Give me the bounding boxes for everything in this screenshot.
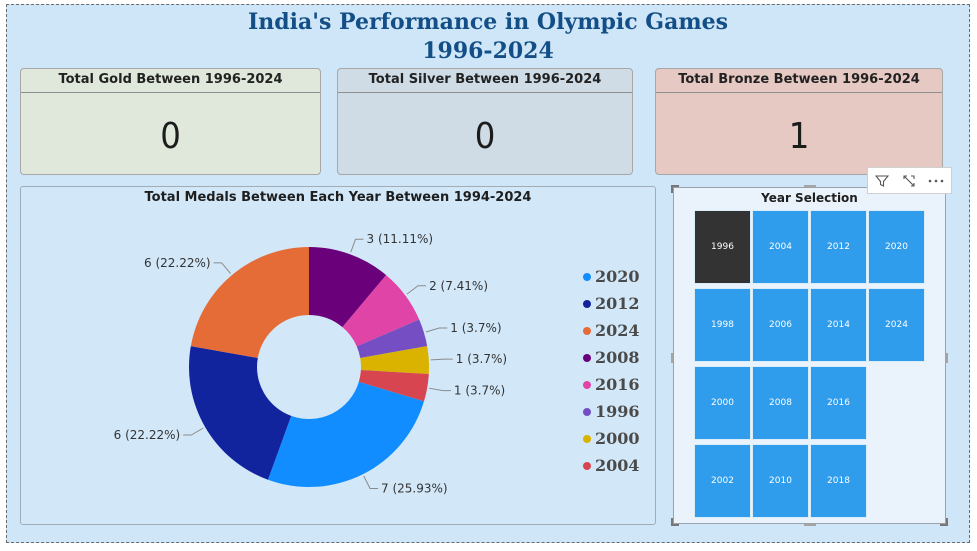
data-label-leader bbox=[213, 262, 231, 274]
silver-card-label: Total Silver Between 1996-2024 bbox=[338, 69, 632, 93]
legend-label: 2008 bbox=[595, 348, 640, 367]
visual-header-toolbar bbox=[867, 167, 952, 194]
slice-2020[interactable] bbox=[267, 381, 424, 487]
page-title: India's Performance in Olympic Games bbox=[247, 9, 728, 35]
silver-card[interactable]: Total Silver Between 1996-2024 0 bbox=[337, 68, 633, 175]
legend-label: 2012 bbox=[595, 294, 640, 313]
slice-2004[interactable] bbox=[358, 370, 429, 402]
year-tile-1996[interactable]: 1996 bbox=[694, 210, 751, 284]
legend-dot-icon bbox=[583, 272, 591, 281]
data-label-2020: 7 (25.93%) bbox=[381, 482, 448, 496]
gold-card[interactable]: Total Gold Between 1996-2024 0 bbox=[20, 68, 321, 175]
silver-card-value: 0 bbox=[474, 116, 496, 157]
data-label-2000: 1 (3.7%) bbox=[456, 352, 507, 366]
data-label-1996: 1 (3.7%) bbox=[450, 321, 501, 335]
year-tile-2004[interactable]: 2004 bbox=[752, 210, 809, 284]
gold-card-value: 0 bbox=[160, 116, 181, 157]
chart-legend: 2020 2012 2024 2008 2016 1996 2000 2004 bbox=[583, 263, 657, 479]
legend-item-1996[interactable]: 1996 bbox=[583, 398, 657, 425]
gold-card-label: Total Gold Between 1996-2024 bbox=[21, 69, 320, 93]
legend-dot-icon bbox=[583, 407, 591, 416]
data-label-2004: 1 (3.7%) bbox=[454, 384, 505, 398]
data-label-leader bbox=[183, 427, 204, 436]
resize-handle[interactable] bbox=[671, 185, 679, 193]
slicer-title: Year Selection bbox=[761, 191, 858, 205]
filter-icon[interactable] bbox=[868, 168, 895, 193]
legend-item-2020[interactable]: 2020 bbox=[583, 263, 657, 290]
focus-mode-icon[interactable] bbox=[895, 168, 922, 193]
year-tile-2014[interactable]: 2014 bbox=[810, 288, 867, 362]
medals-donut-chart[interactable]: Total Medals Between Each Year Between 1… bbox=[20, 186, 656, 525]
bronze-card-label: Total Bronze Between 1996-2024 bbox=[656, 69, 942, 93]
year-tile-2008[interactable]: 2008 bbox=[752, 366, 809, 440]
legend-dot-icon bbox=[583, 326, 591, 335]
legend-item-2008[interactable]: 2008 bbox=[583, 344, 657, 371]
year-tile-2000[interactable]: 2000 bbox=[694, 366, 751, 440]
legend-item-2024[interactable]: 2024 bbox=[583, 317, 657, 344]
legend-dot-icon bbox=[583, 434, 591, 443]
legend-dot-icon bbox=[583, 353, 591, 362]
year-tile-2018[interactable]: 2018 bbox=[810, 444, 867, 518]
legend-item-2004[interactable]: 2004 bbox=[583, 452, 657, 479]
legend-label: 1996 bbox=[595, 402, 640, 421]
slice-2000[interactable] bbox=[360, 346, 430, 374]
data-label-leader bbox=[406, 285, 427, 295]
data-label-leader bbox=[429, 387, 451, 392]
year-slicer[interactable]: Year Selection 1996 1998 2000 2002 2004 2006 2… bbox=[671, 185, 948, 526]
chart-title: Total Medals Between Each Year Between 1… bbox=[144, 190, 532, 205]
data-label-leader bbox=[430, 358, 453, 361]
resize-handle[interactable] bbox=[804, 185, 816, 187]
resize-handle[interactable] bbox=[940, 518, 948, 526]
legend-dot-icon bbox=[583, 380, 591, 389]
year-tile-2002[interactable]: 2002 bbox=[694, 444, 751, 518]
resize-handle[interactable] bbox=[671, 353, 673, 363]
resize-handle[interactable] bbox=[804, 524, 816, 526]
slice-2012[interactable] bbox=[189, 346, 292, 480]
page-subtitle: 1996-2024 bbox=[422, 38, 554, 64]
legend-dot-icon bbox=[583, 461, 591, 470]
slice-2024[interactable] bbox=[190, 247, 309, 358]
slice-2008[interactable] bbox=[309, 247, 387, 328]
legend-label: 2020 bbox=[595, 267, 640, 286]
year-tile-2016[interactable]: 2016 bbox=[810, 366, 867, 440]
slice-2016[interactable] bbox=[342, 275, 420, 347]
data-label-leader bbox=[425, 327, 448, 333]
resize-handle[interactable] bbox=[946, 353, 948, 363]
year-tile-2012[interactable]: 2012 bbox=[810, 210, 867, 284]
bronze-card[interactable]: Total Bronze Between 1996-2024 1 bbox=[655, 68, 943, 175]
legend-item-2012[interactable]: 2012 bbox=[583, 290, 657, 317]
year-tile-2010[interactable]: 2010 bbox=[752, 444, 809, 518]
legend-label: 2024 bbox=[595, 321, 640, 340]
legend-label: 2000 bbox=[595, 429, 640, 448]
legend-item-2016[interactable]: 2016 bbox=[583, 371, 657, 398]
legend-dot-icon bbox=[583, 299, 591, 308]
data-label-2024: 6 (22.22%) bbox=[144, 256, 211, 270]
legend-label: 2004 bbox=[595, 456, 640, 475]
year-tile-2006[interactable]: 2006 bbox=[752, 288, 809, 362]
year-tile-2020[interactable]: 2020 bbox=[868, 210, 925, 284]
legend-item-2000[interactable]: 2000 bbox=[583, 425, 657, 452]
year-tile-2024[interactable]: 2024 bbox=[868, 288, 925, 362]
slice-1996[interactable] bbox=[356, 319, 428, 358]
data-label-2008: 3 (11.11%) bbox=[367, 232, 434, 246]
resize-handle[interactable] bbox=[671, 518, 679, 526]
data-label-leader bbox=[350, 238, 364, 253]
data-label-2012: 6 (22.22%) bbox=[114, 428, 181, 442]
legend-label: 2016 bbox=[595, 375, 640, 394]
data-label-leader bbox=[363, 475, 379, 490]
year-tile-1998[interactable]: 1998 bbox=[694, 288, 751, 362]
donut-svg: 3 (11.11%) 2 (7.41%) 1 (3.7%) 1 (3.7%) 1 (3.… bbox=[114, 232, 507, 496]
more-options-icon[interactable] bbox=[922, 168, 949, 193]
bronze-card-value: 1 bbox=[788, 116, 810, 157]
data-label-2016: 2 (7.41%) bbox=[429, 279, 488, 293]
